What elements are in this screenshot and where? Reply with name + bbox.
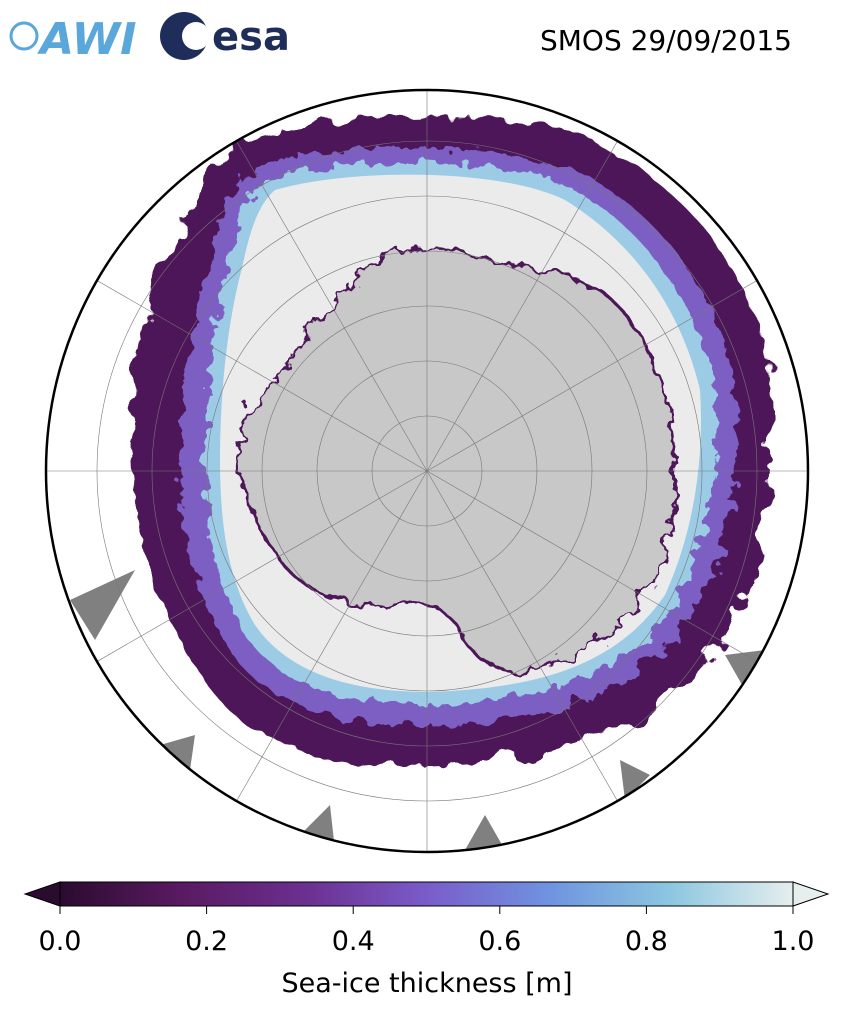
graticule-meridian bbox=[226, 470, 428, 818]
awi-logo: AWI bbox=[9, 14, 137, 65]
colorbar-tick-label: 1.0 bbox=[772, 926, 815, 957]
graticule-meridian bbox=[226, 124, 428, 472]
graticule-meridian bbox=[426, 124, 628, 472]
graticule-meridian bbox=[426, 470, 628, 818]
graticule-meridian bbox=[80, 470, 428, 672]
colorbar-frame bbox=[59, 881, 794, 907]
colorbar-tick-label: 0.6 bbox=[478, 926, 521, 957]
colorbar-extend-high bbox=[792, 881, 830, 907]
colorbar-tick-label: 0.0 bbox=[39, 926, 82, 957]
map-frame bbox=[44, 88, 810, 854]
logo-text: AWI bbox=[37, 14, 137, 65]
graticule-meridian bbox=[426, 270, 774, 472]
graticule bbox=[46, 90, 808, 852]
colorbar-tick-label: 0.4 bbox=[332, 926, 375, 957]
colorbar-extend-low bbox=[23, 881, 61, 907]
colorbar-gradient bbox=[60, 882, 793, 906]
title: SMOS 29/09/2015 bbox=[540, 24, 792, 57]
logo-text: esa bbox=[212, 14, 290, 60]
graticule-meridian bbox=[426, 470, 774, 672]
colorbar-tick-label: 0.8 bbox=[625, 926, 668, 957]
graticule-meridian bbox=[80, 270, 428, 472]
colorbar-tick-label: 0.2 bbox=[185, 926, 228, 957]
colorbar bbox=[23, 881, 830, 907]
esa-logo: esa bbox=[160, 12, 290, 60]
colorbar-label: Sea-ice thickness [m] bbox=[281, 968, 572, 999]
map bbox=[46, 90, 808, 852]
